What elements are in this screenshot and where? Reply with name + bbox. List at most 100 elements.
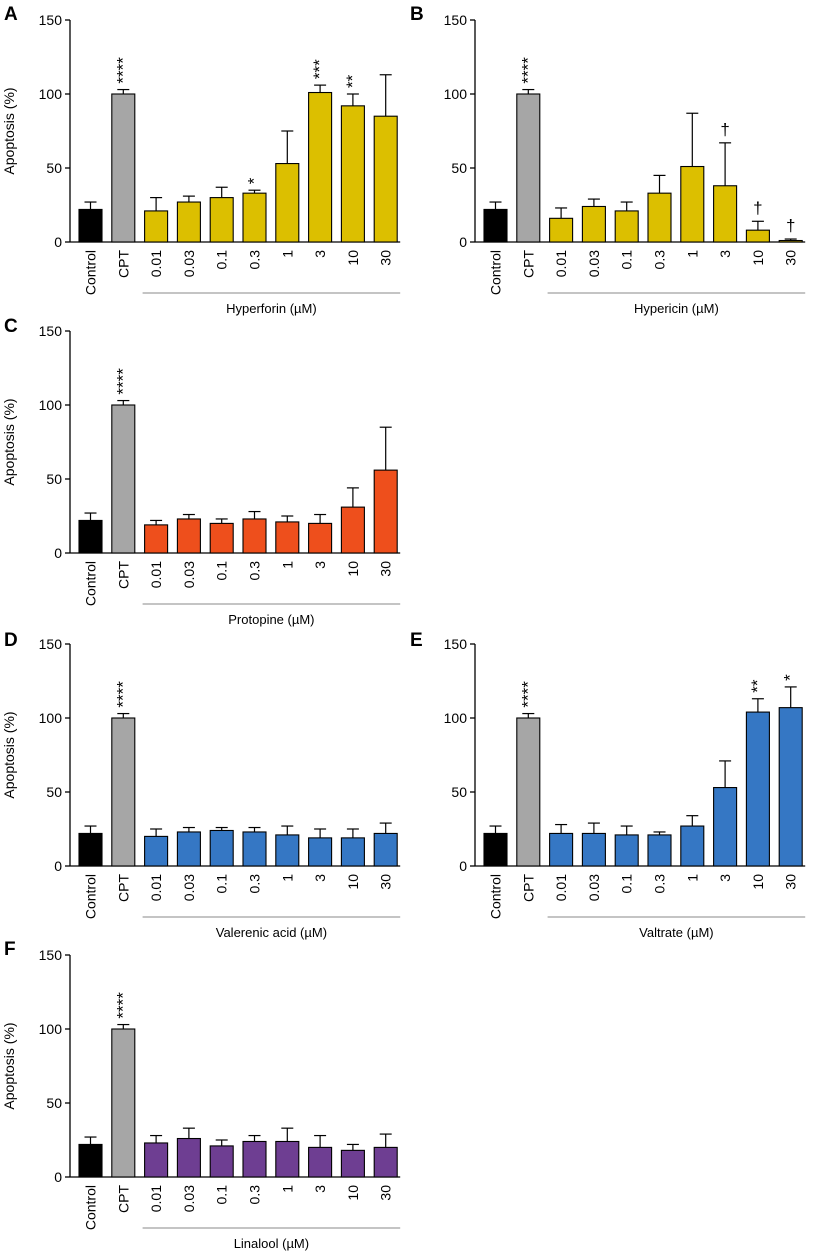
x-tick-label: 0.01 [148, 874, 164, 901]
y-axis-label: Apoptosis (%) [1, 711, 17, 798]
x-tick-label: 10 [345, 250, 361, 266]
bar [242, 1140, 267, 1178]
significance-label: † [753, 198, 762, 217]
x-tick-label: 10 [345, 1185, 361, 1201]
bar [778, 707, 803, 867]
x-tick-label: CPT [115, 561, 131, 589]
bar [144, 210, 169, 243]
x-tick-label: 0.3 [247, 1185, 263, 1205]
bar [275, 163, 300, 243]
group-label: Valerenic acid (µM) [216, 925, 327, 940]
x-tick-label: Control [83, 561, 99, 606]
panel-c: C 0 50 100 150 Apoptosis (%) Control **** CPT 0.0… [1, 316, 401, 627]
bar [778, 239, 803, 243]
significance-label: *** [310, 59, 329, 79]
y-tick-label: 0 [54, 1169, 62, 1185]
bar [373, 469, 398, 554]
y-tick-label: 100 [39, 397, 63, 413]
panel-letter: C [4, 316, 18, 337]
panel-b: B 0 50 100 150 Control **** CPT 0.01 0.03 0.1 0.3 1 †… [410, 4, 806, 316]
y-tick-label: 100 [444, 710, 468, 726]
y-tick-label: 150 [39, 636, 63, 652]
x-tick-label: 0.01 [553, 874, 569, 901]
bar [144, 1142, 169, 1178]
y-axis-label: Apoptosis (%) [1, 87, 17, 174]
y-tick-label: 0 [54, 234, 62, 250]
bar [340, 1149, 365, 1178]
x-tick-label: 0.3 [247, 561, 263, 581]
group-label: Linalool (µM) [234, 1236, 309, 1251]
bar [209, 197, 234, 243]
x-tick-label: 3 [312, 1185, 328, 1193]
bar [308, 91, 333, 243]
bar [483, 208, 508, 243]
bar [78, 1143, 103, 1178]
bar [242, 518, 267, 554]
x-tick-label: 0.01 [148, 250, 164, 277]
y-tick-label: 100 [444, 86, 468, 102]
bar [516, 93, 541, 243]
significance-label: **** [518, 681, 537, 708]
panel-e: E 0 50 100 150 Control **** CPT 0.01 0.03 0.1 0.3 1 3… [410, 630, 806, 940]
bar [713, 787, 738, 867]
x-tick-label: 1 [684, 250, 700, 258]
x-tick-label: 1 [684, 874, 700, 882]
y-tick-label: 50 [46, 160, 62, 176]
x-tick-label: 0.01 [148, 1185, 164, 1212]
bar [680, 825, 705, 867]
significance-label: † [786, 216, 795, 235]
bar [308, 1146, 333, 1178]
bar [111, 1028, 136, 1178]
bar [340, 105, 365, 243]
x-tick-label: 30 [378, 250, 394, 266]
x-tick-label: 10 [750, 250, 766, 266]
panel-letter: F [4, 939, 16, 960]
y-tick-label: 0 [459, 234, 467, 250]
bar [647, 834, 672, 867]
bar [745, 711, 770, 867]
group-label: Hyperforin (µM) [226, 301, 317, 316]
bar [745, 229, 770, 243]
x-tick-label: 3 [312, 874, 328, 882]
x-tick-label: 0.1 [214, 250, 230, 270]
x-tick-label: 10 [345, 561, 361, 577]
x-tick-label: 0.1 [214, 1185, 230, 1205]
x-tick-label: 0.3 [247, 874, 263, 894]
x-tick-label: 30 [378, 874, 394, 890]
bar [308, 522, 333, 554]
x-tick-label: 0.03 [181, 1185, 197, 1212]
bar [78, 519, 103, 554]
significance-label: ** [748, 679, 767, 693]
bar [373, 115, 398, 243]
y-tick-label: 150 [444, 636, 468, 652]
x-tick-label: 3 [717, 874, 733, 882]
y-tick-label: 50 [46, 1095, 62, 1111]
bar [111, 404, 136, 554]
bar [176, 518, 201, 554]
panel-letter: A [4, 4, 18, 25]
bar [78, 208, 103, 243]
bar [275, 1140, 300, 1178]
bar [340, 837, 365, 867]
x-tick-label: 0.03 [181, 250, 197, 277]
x-tick-label: CPT [115, 874, 131, 902]
y-tick-label: 150 [39, 323, 63, 339]
x-tick-label: 3 [312, 561, 328, 569]
bar [209, 522, 234, 554]
x-tick-label: CPT [520, 250, 536, 278]
y-tick-label: 150 [39, 947, 63, 963]
x-tick-label: 30 [783, 250, 799, 266]
x-tick-label: 0.1 [214, 561, 230, 581]
bar [581, 832, 606, 867]
significance-label: **** [113, 368, 132, 395]
x-tick-label: CPT [520, 874, 536, 902]
x-tick-label: 0.03 [181, 561, 197, 588]
bar [647, 192, 672, 243]
x-tick-label: 1 [279, 561, 295, 569]
panel-letter: B [410, 4, 424, 25]
y-tick-label: 0 [459, 858, 467, 874]
y-tick-label: 100 [39, 86, 63, 102]
x-tick-label: 30 [783, 874, 799, 890]
